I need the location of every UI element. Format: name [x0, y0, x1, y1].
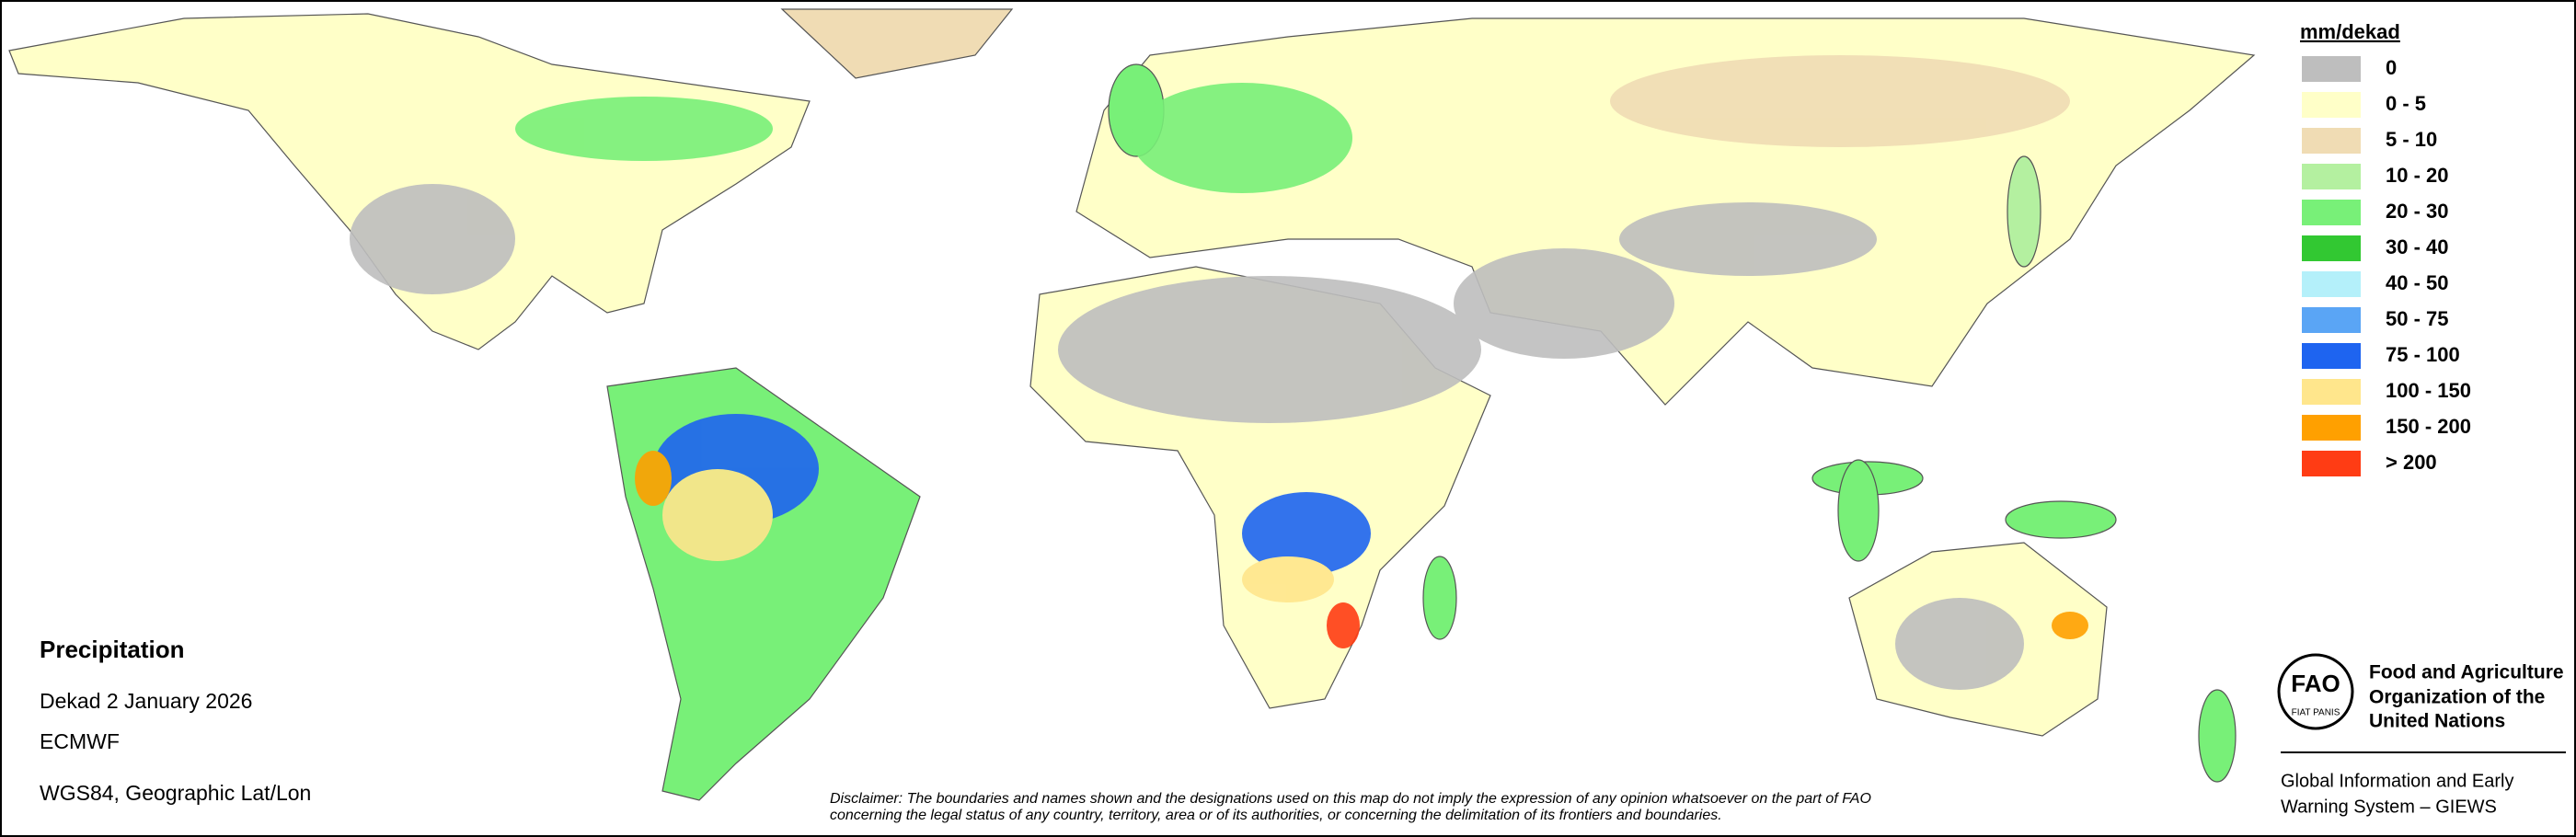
legend-label: 150 - 200 [2386, 415, 2471, 438]
system-name: Global Information and Early [2281, 771, 2513, 791]
disclaimer: Disclaimer: The boundaries and names sho… [830, 791, 1871, 823]
disclaimer-line: concerning the legal status of any count… [830, 808, 1722, 823]
legend-swatch [2302, 307, 2361, 333]
legend: mm/dekad 0 0 - 5 5 - 10 10 - 20 20 - 30 30 - 4… [2300, 20, 2471, 476]
legend-swatch [2302, 200, 2361, 225]
legend-swatch [2302, 343, 2361, 369]
legend-swatch [2302, 92, 2361, 118]
wet-area [1242, 556, 1334, 602]
dry-area [1058, 276, 1481, 423]
info-line: WGS84, Geographic Lat/Lon [40, 781, 311, 805]
legend-swatch [2302, 451, 2361, 476]
legend-label: 10 - 20 [2386, 164, 2449, 187]
legend-swatch [2302, 415, 2361, 441]
legend-label: 0 [2386, 56, 2397, 79]
legend-label: 0 - 5 [2386, 92, 2426, 115]
map-info: Precipitation Dekad 2 January 2026 ECMWF WG… [40, 636, 311, 805]
legend-label: 20 - 30 [2386, 200, 2449, 223]
japan [2007, 155, 2041, 268]
dry-area [1895, 598, 2024, 690]
dry-area [1610, 55, 2070, 147]
borneo [1837, 459, 1880, 562]
wet-area [515, 97, 773, 161]
madagascar [1422, 556, 1457, 640]
legend-swatch [2302, 164, 2361, 189]
wet-area [1327, 602, 1360, 648]
greenland [780, 8, 1014, 79]
wet-area [635, 451, 672, 506]
legend-swatch [2302, 379, 2361, 405]
legend-label: 30 - 40 [2386, 235, 2449, 258]
dry-area [1454, 248, 1674, 359]
legend-label: 50 - 75 [2386, 307, 2449, 330]
org-name: United Nations [2369, 711, 2505, 732]
wet-area [2052, 612, 2088, 639]
logo-motto: FIAT PANIS [2292, 708, 2340, 718]
legend-title: mm/dekad [2300, 20, 2400, 43]
wet-area [662, 469, 773, 561]
org-name: Organization of the [2369, 687, 2545, 708]
info-title: Precipitation [40, 636, 184, 663]
wet-area [1242, 492, 1371, 575]
organization: FAO FIAT PANIS Food and Agriculture Organiz… [2277, 653, 2566, 817]
new-zealand [2198, 689, 2237, 783]
dry-area [350, 184, 515, 294]
legend-swatch [2302, 271, 2361, 297]
legend-swatch [2302, 235, 2361, 261]
legend-swatch [2302, 128, 2361, 154]
info-line: Dekad 2 January 2026 [40, 689, 252, 713]
legend-label: > 200 [2386, 451, 2437, 474]
system-name: Warning System – GIEWS [2281, 797, 2497, 817]
legend-label: 5 - 10 [2386, 128, 2437, 151]
legend-label: 100 - 150 [2386, 379, 2471, 402]
logo-text: FAO [2291, 670, 2340, 697]
dry-area [1619, 202, 1877, 276]
legend-swatch [2302, 56, 2361, 82]
legend-label: 75 - 100 [2386, 343, 2460, 366]
org-name: Food and Agriculture [2369, 662, 2564, 683]
wet-area [1132, 83, 1352, 193]
disclaimer-line: Disclaimer: The boundaries and names sho… [830, 791, 1871, 807]
logo-ring [2277, 653, 2354, 730]
new-guinea [2005, 500, 2117, 539]
legend-label: 40 - 50 [2386, 271, 2449, 294]
north-america [8, 13, 811, 350]
precipitation-patches [350, 55, 2088, 690]
info-line: ECMWF [40, 729, 120, 753]
